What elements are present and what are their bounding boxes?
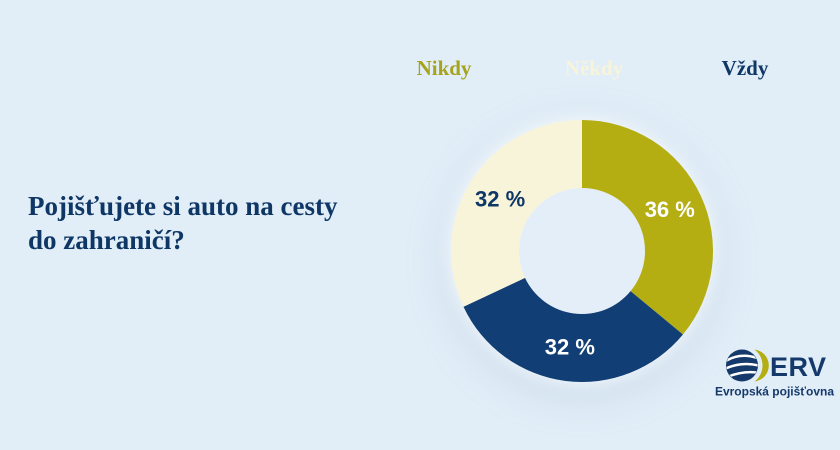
donut-segment-label-0: 36 %: [645, 197, 695, 222]
erv-globe-icon: [726, 349, 769, 382]
erv-logo-text: ERV: [770, 352, 827, 382]
erv-crescent-shape: [754, 349, 769, 382]
donut-segment-label-1: 32 %: [545, 335, 595, 360]
legend-item-nikdy: Nikdy: [416, 56, 472, 80]
donut-segment-0-nikdy: [582, 120, 713, 335]
donut-hole: [519, 188, 645, 314]
donut-segment-1-vzdy: [463, 277, 683, 383]
erv-logo: ERV Evropská pojišťovna: [715, 349, 834, 399]
donut-segment-label-2: 32 %: [475, 187, 525, 212]
erv-globe-lines: [726, 354, 758, 378]
erv-logo-tagline: Evropská pojišťovna: [715, 385, 834, 399]
legend-item-nekdy: Někdy: [564, 56, 624, 80]
chart-question-title: Pojišťujete si auto na cesty do zahranič…: [28, 191, 338, 256]
legend-item-vzdy: Vždy: [721, 56, 769, 80]
donut-segment-2-nekdy: [451, 120, 582, 307]
donut-chart: 36 % 32 % 32 %: [451, 120, 713, 383]
